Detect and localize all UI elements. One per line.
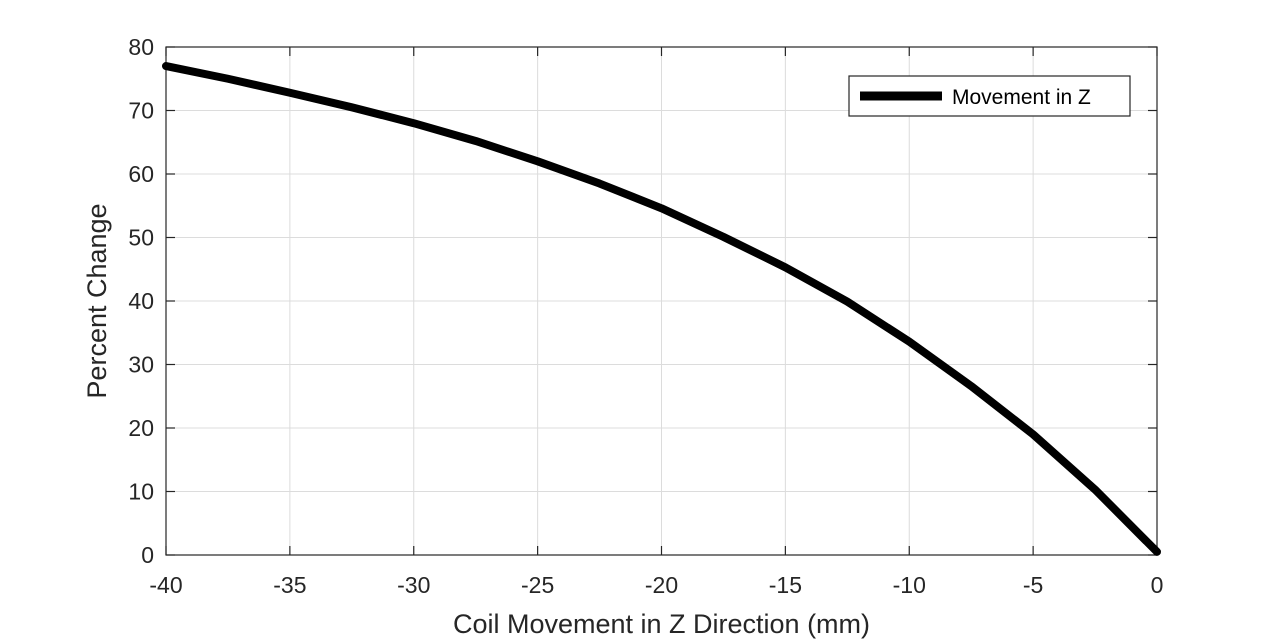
legend-label: Movement in Z: [952, 86, 1091, 109]
x-tick-label: -40: [149, 572, 182, 598]
x-tick-label: -35: [273, 572, 306, 598]
x-tick-label: -25: [521, 572, 554, 598]
x-tick-label: -5: [1023, 572, 1043, 598]
grid: [165, 46, 1158, 556]
x-tick-label: -20: [645, 572, 678, 598]
legend: Movement in Z: [848, 75, 1131, 117]
y-tick-label: 70: [128, 98, 154, 124]
y-tick-label: 80: [128, 34, 154, 60]
y-tick-labels: 0 10 20 30 40 50 60 70 80: [128, 34, 154, 568]
x-tick-label: 0: [1151, 572, 1164, 598]
y-tick-label: 40: [128, 288, 154, 314]
x-tick-labels: -40 -35 -30 -25 -20 -15 -10 -5 0: [149, 572, 1163, 598]
x-axis-title: Coil Movement in Z Direction (mm): [453, 609, 870, 639]
x-tick-label: -10: [893, 572, 926, 598]
y-tick-label: 0: [141, 542, 154, 568]
x-tick-label: -15: [769, 572, 802, 598]
y-tick-label: 10: [128, 479, 154, 505]
y-axis-title: Percent Change: [82, 203, 112, 398]
y-tick-label: 30: [128, 352, 154, 378]
series-line: [162, 62, 1161, 556]
tick-marks: [165, 46, 1158, 556]
series-layer: [162, 62, 1161, 556]
y-tick-label: 60: [128, 161, 154, 187]
y-tick-label: 50: [128, 225, 154, 251]
x-tick-label: -30: [397, 572, 430, 598]
y-tick-label: 20: [128, 415, 154, 441]
